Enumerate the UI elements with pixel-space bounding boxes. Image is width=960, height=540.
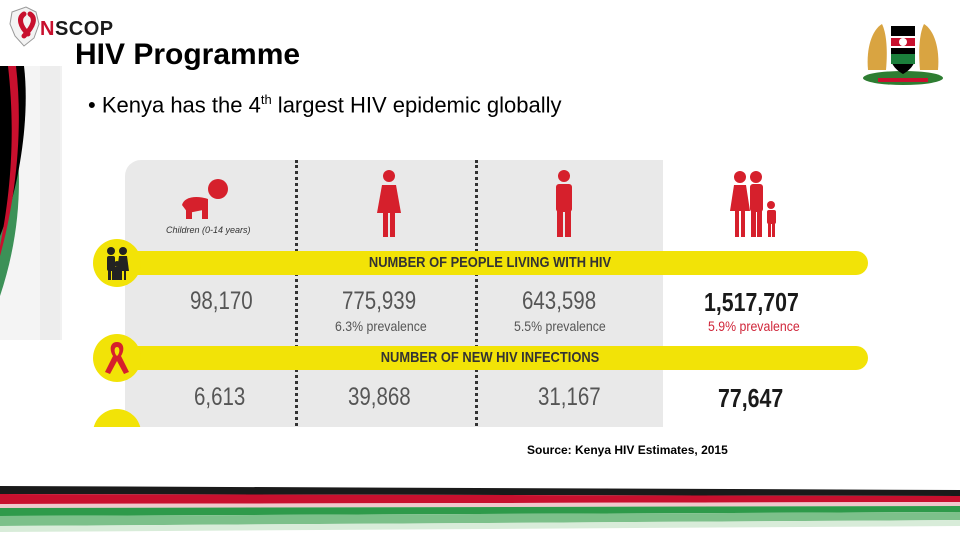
bullet-before: Kenya has the 4: [101, 92, 261, 118]
kenya-flag-stripes: [0, 66, 62, 340]
band-icon-circle-partial: [93, 409, 141, 427]
page-title: HIV Programme: [75, 38, 301, 71]
value-male-living: 643,598: [522, 287, 597, 315]
value-children-living: 98,170: [190, 287, 253, 315]
female-icon: [377, 170, 401, 237]
band-living-with-hiv: NUMBER OF PEOPLE LIVING WITH HIV: [112, 251, 868, 275]
value-total-living: 1,517,707: [704, 287, 799, 317]
value-children-new: 6,613: [194, 383, 246, 411]
red-ribbon-icon: [105, 342, 129, 374]
logo-text-suffix: SCOP: [54, 18, 114, 40]
family-icon: [107, 247, 129, 280]
bullet-text: • Kenya has the 4th largest HIV epidemic…: [88, 92, 562, 118]
ribbon-kenya-map-icon: [9, 6, 40, 47]
family-icon: [730, 171, 776, 237]
logo-text-prefix: N: [40, 18, 55, 40]
band-icon-circle: [93, 239, 141, 287]
prevalence-female: 6.3% prevalence: [335, 318, 427, 334]
band-new-infections: NUMBER OF NEW HIV INFECTIONS: [112, 346, 868, 370]
bottom-flag-stripes: [0, 486, 960, 532]
prevalence-male: 5.5% prevalence: [514, 318, 606, 334]
kenya-coat-of-arms-icon: [863, 24, 943, 85]
value-total-new: 77,647: [718, 383, 784, 413]
nascop-logo: NSCOP: [6, 4, 113, 50]
band-icon-circle: [93, 334, 141, 382]
bullet-sup: th: [260, 92, 272, 107]
crawling-child-icon: [182, 179, 228, 219]
value-female-living: 775,939: [342, 287, 417, 315]
column-divider: [295, 160, 298, 427]
prevalence-total: 5.9% prevalence: [708, 318, 800, 334]
band-label: NUMBER OF PEOPLE LIVING WITH HIV: [368, 254, 612, 271]
band-label: NUMBER OF NEW HIV INFECTIONS: [380, 349, 600, 366]
source-citation: Source: Kenya HIV Estimates, 2015: [527, 443, 728, 457]
male-icon: [556, 170, 572, 237]
column-divider: [475, 160, 478, 427]
children-age-label: Children (0-14 years): [166, 225, 251, 235]
value-male-new: 31,167: [538, 383, 601, 411]
bullet-after: largest HIV epidemic globally: [271, 92, 562, 118]
value-female-new: 39,868: [348, 383, 411, 411]
bullet-marker: •: [88, 92, 96, 118]
hiv-infographic: Children (0-14 years) NUMBER OF PEOPLE L…: [90, 155, 870, 427]
